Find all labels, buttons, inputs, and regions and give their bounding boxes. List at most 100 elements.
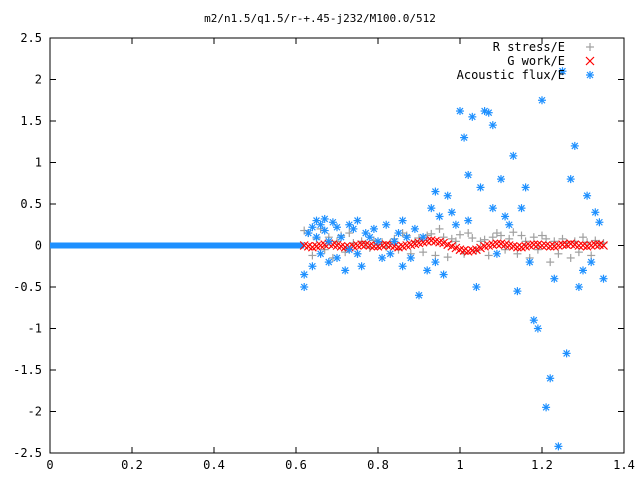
data-point bbox=[472, 283, 481, 291]
data-point bbox=[550, 274, 559, 283]
data-point bbox=[369, 224, 378, 233]
y-tick-label: 2.5 bbox=[20, 31, 42, 45]
data-point bbox=[599, 274, 608, 283]
data-point bbox=[476, 183, 485, 192]
data-point bbox=[550, 237, 559, 246]
data-point bbox=[333, 223, 341, 232]
data-point bbox=[439, 233, 448, 242]
y-tick-label: -0.5 bbox=[13, 280, 42, 294]
data-point bbox=[554, 442, 563, 451]
data-point bbox=[415, 291, 423, 300]
data-point bbox=[431, 187, 440, 196]
data-point bbox=[468, 112, 477, 121]
data-point bbox=[443, 253, 452, 262]
y-tick-label: 1.5 bbox=[20, 114, 42, 128]
y-tick-label: -2 bbox=[28, 405, 42, 419]
data-point bbox=[558, 240, 567, 250]
data-point bbox=[579, 266, 587, 275]
legend-label: R stress/E bbox=[493, 40, 565, 54]
data-point bbox=[488, 204, 497, 213]
data-point bbox=[521, 183, 530, 192]
data-point bbox=[427, 229, 436, 238]
chart-title: m2/n1.5/q1.5/r-+.45-j232/M100.0/512 bbox=[204, 12, 436, 25]
y-tick-label: -2.5 bbox=[13, 446, 42, 460]
data-marks bbox=[50, 67, 608, 451]
data-point bbox=[574, 248, 583, 257]
data-point bbox=[521, 237, 530, 246]
data-point bbox=[590, 240, 600, 250]
data-point bbox=[566, 175, 575, 184]
data-point bbox=[529, 233, 538, 242]
data-point bbox=[365, 233, 374, 242]
data-point bbox=[443, 191, 452, 200]
data-point bbox=[529, 316, 538, 325]
data-point bbox=[308, 262, 317, 271]
data-point bbox=[545, 241, 555, 251]
data-point bbox=[529, 240, 539, 250]
y-tick-label: 2 bbox=[35, 73, 42, 87]
data-point bbox=[460, 133, 469, 142]
data-point bbox=[328, 218, 337, 227]
x-tick-label: 1.4 bbox=[613, 458, 635, 472]
data-point bbox=[304, 229, 313, 238]
data-point bbox=[492, 249, 501, 258]
y-tick-label: -1.5 bbox=[13, 363, 42, 377]
data-point bbox=[320, 214, 329, 223]
data-point bbox=[435, 212, 444, 221]
data-point bbox=[353, 216, 362, 225]
data-point bbox=[398, 262, 407, 271]
data-point bbox=[451, 237, 460, 246]
data-point bbox=[492, 229, 501, 238]
data-point bbox=[341, 248, 350, 257]
data-point bbox=[464, 229, 473, 238]
data-point bbox=[509, 228, 518, 237]
data-point bbox=[558, 234, 567, 243]
data-point bbox=[464, 216, 473, 225]
data-point bbox=[591, 236, 600, 245]
data-point bbox=[447, 234, 456, 243]
data-point bbox=[382, 220, 391, 229]
data-point bbox=[337, 233, 346, 242]
data-point bbox=[427, 204, 436, 213]
legend-label: G work/E bbox=[507, 54, 565, 68]
legend-label: Acoustic flux/E bbox=[457, 68, 565, 82]
data-point bbox=[599, 241, 608, 250]
data-point bbox=[501, 212, 510, 221]
data-point bbox=[345, 245, 354, 254]
data-point bbox=[435, 224, 444, 233]
data-point bbox=[484, 251, 493, 260]
data-point bbox=[386, 249, 395, 258]
data-point bbox=[353, 249, 362, 258]
data-point bbox=[369, 241, 379, 251]
data-point bbox=[562, 349, 571, 358]
data-point bbox=[538, 96, 546, 105]
legend-marker bbox=[586, 43, 594, 51]
data-point bbox=[406, 253, 415, 262]
data-point bbox=[513, 287, 522, 296]
data-point bbox=[333, 253, 341, 262]
data-point bbox=[505, 220, 514, 229]
x-tick-label: 0.4 bbox=[203, 458, 225, 472]
series-1 bbox=[299, 236, 608, 256]
data-point bbox=[300, 283, 309, 291]
data-point bbox=[542, 403, 551, 412]
data-point bbox=[324, 237, 333, 246]
data-point bbox=[574, 283, 583, 291]
data-point bbox=[308, 223, 317, 232]
data-point bbox=[464, 170, 473, 179]
data-point bbox=[509, 151, 518, 160]
data-point bbox=[447, 208, 456, 217]
data-point bbox=[488, 121, 497, 130]
data-point bbox=[419, 248, 428, 257]
data-point bbox=[390, 237, 399, 246]
x-tick-label: 1 bbox=[456, 458, 463, 472]
x-tick-label: 0.6 bbox=[285, 458, 307, 472]
data-point bbox=[591, 208, 600, 217]
data-point bbox=[402, 233, 411, 242]
data-point bbox=[542, 234, 551, 243]
data-point bbox=[324, 258, 333, 267]
data-point bbox=[525, 258, 534, 267]
data-point bbox=[579, 233, 587, 242]
